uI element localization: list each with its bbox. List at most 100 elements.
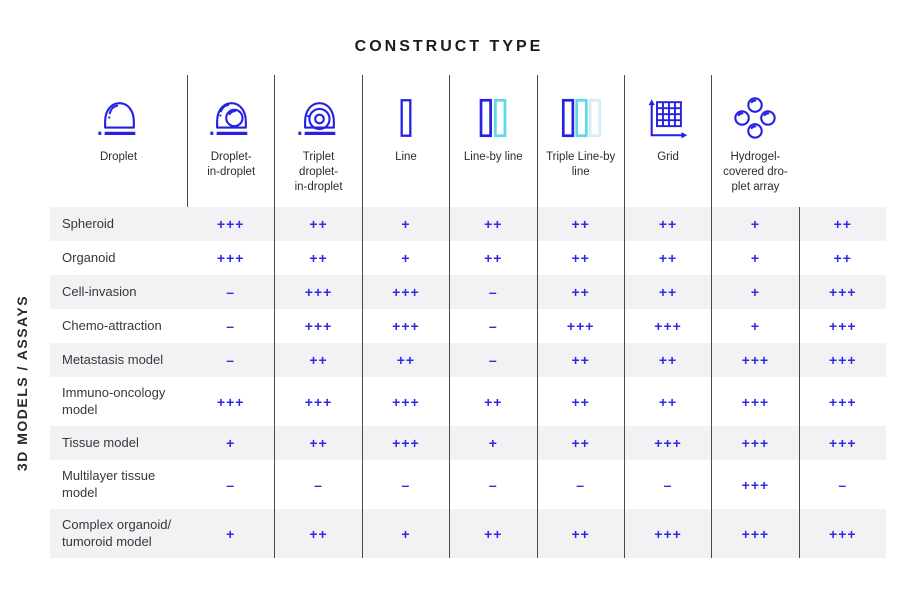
row-label: Cell-invasion bbox=[62, 283, 137, 299]
rating-cell: ++ bbox=[361, 343, 449, 377]
rating-cell: ++ bbox=[623, 343, 711, 377]
rating-cell: ++ bbox=[536, 241, 624, 275]
rating-cell: – bbox=[226, 284, 236, 300]
rating-cell: +++ bbox=[711, 343, 798, 377]
rating-cell: + bbox=[711, 207, 798, 241]
column-header: Hydrogel- covered dro- plet array bbox=[711, 75, 798, 207]
rating-cell: +++ bbox=[623, 309, 711, 343]
rating-cell: ++ bbox=[274, 509, 361, 558]
rating-cell: ++ bbox=[623, 241, 711, 275]
rating-cell: ++ bbox=[536, 509, 624, 558]
table-body: Spheroid +++ ++ + ++ ++ ++ + ++ Organoid +++ ++ + ++ +… bbox=[50, 207, 886, 558]
rating-cell: +++ bbox=[798, 343, 886, 377]
column-header: Line-by line bbox=[449, 75, 536, 207]
rating-cell: +++ bbox=[711, 426, 798, 460]
rating-cell: +++ bbox=[216, 393, 245, 410]
rating-cell: +++ bbox=[274, 309, 361, 343]
row-label: Immuno-oncology model bbox=[62, 384, 166, 417]
rating-cell: ++ bbox=[449, 377, 536, 426]
rating-cell: ++ bbox=[274, 426, 361, 460]
table-row: Chemo-attraction – +++ +++ – +++ +++ + +++ bbox=[50, 309, 886, 343]
rating-cell: +++ bbox=[274, 377, 361, 426]
rating-cell: – bbox=[449, 309, 536, 343]
rating-cell: + bbox=[711, 275, 798, 309]
rating-cell: – bbox=[536, 460, 624, 509]
column-label: Line-by line bbox=[463, 151, 523, 163]
hydrogel-covered-droplet-array-icon bbox=[732, 79, 778, 141]
rating-cell: – bbox=[449, 343, 536, 377]
rating-cell: ++ bbox=[274, 207, 361, 241]
rating-cell: +++ bbox=[798, 509, 886, 558]
column-label: Droplet bbox=[99, 151, 138, 163]
table-row: Metastasis model – ++ ++ – ++ ++ +++ +++ bbox=[50, 343, 886, 377]
rating-cell: +++ bbox=[274, 275, 361, 309]
rating-cell: ++ bbox=[274, 241, 361, 275]
rating-cell: ++ bbox=[798, 207, 886, 241]
row-label: Complex organoid/ tumoroid model bbox=[62, 516, 172, 549]
rating-cell: ++ bbox=[449, 509, 536, 558]
rating-cell: – bbox=[274, 460, 361, 509]
column-label: Droplet- in-droplet bbox=[207, 151, 256, 179]
rating-cell: + bbox=[361, 207, 449, 241]
column-label: Hydrogel- covered dro- plet array bbox=[723, 151, 788, 194]
construct-type-table: Droplet Droplet- in-droplet Triplet drople… bbox=[50, 75, 886, 558]
rating-cell: +++ bbox=[798, 309, 886, 343]
rating-cell: +++ bbox=[361, 426, 449, 460]
column-header: Droplet bbox=[50, 75, 187, 207]
rating-cell: +++ bbox=[536, 309, 624, 343]
rating-cell: +++ bbox=[361, 275, 449, 309]
rating-cell: ++ bbox=[536, 207, 624, 241]
rating-cell: – bbox=[449, 275, 536, 309]
table-row: Tissue model + ++ +++ + ++ +++ +++ +++ bbox=[50, 426, 886, 460]
rating-cell: +++ bbox=[798, 275, 886, 309]
rating-cell: + bbox=[711, 309, 798, 343]
rating-cell: +++ bbox=[711, 460, 798, 509]
rating-cell: +++ bbox=[361, 377, 449, 426]
rating-cell: – bbox=[449, 460, 536, 509]
row-label: Metastasis model bbox=[62, 351, 164, 367]
rating-cell: +++ bbox=[361, 309, 449, 343]
rating-cell: – bbox=[226, 352, 236, 368]
rating-cell: + bbox=[449, 426, 536, 460]
rating-cell: +++ bbox=[216, 250, 245, 266]
column-header: Grid bbox=[623, 75, 711, 207]
droplet-icon bbox=[96, 79, 142, 141]
table-row: Multilayer tissue model – – – – – – +++ – bbox=[50, 460, 886, 509]
rating-cell: – bbox=[798, 460, 886, 509]
rating-cell: +++ bbox=[216, 216, 245, 232]
rating-cell: – bbox=[361, 460, 449, 509]
rating-cell: – bbox=[226, 318, 236, 334]
page-title: CONSTRUCT TYPE bbox=[354, 38, 544, 55]
grid-icon bbox=[645, 79, 691, 141]
rating-cell: ++ bbox=[274, 343, 361, 377]
row-label: Organoid bbox=[62, 249, 116, 265]
rating-cell: +++ bbox=[711, 377, 798, 426]
column-header: Droplet- in-droplet bbox=[187, 75, 274, 207]
row-label: Tissue model bbox=[62, 434, 139, 450]
row-axis-label: 3D MODELS / ASSAYS bbox=[14, 294, 30, 472]
rating-cell: +++ bbox=[623, 509, 711, 558]
rating-cell: ++ bbox=[449, 241, 536, 275]
column-header: Line bbox=[361, 75, 449, 207]
table-row: Spheroid +++ ++ + ++ ++ ++ + ++ bbox=[50, 207, 886, 241]
rating-cell: ++ bbox=[623, 377, 711, 426]
header-row: Droplet Droplet- in-droplet Triplet drople… bbox=[50, 75, 886, 207]
table-row: Complex organoid/ tumoroid model + ++ + ++ ++… bbox=[50, 509, 886, 558]
rating-cell: +++ bbox=[798, 377, 886, 426]
rating-cell: ++ bbox=[623, 275, 711, 309]
rating-cell: + bbox=[361, 509, 449, 558]
line-icon bbox=[383, 79, 429, 141]
table-row: Immuno-oncology model +++ +++ +++ ++ ++ ++ +++ +… bbox=[50, 377, 886, 426]
column-header: Triple Line-by line bbox=[536, 75, 624, 207]
table-row: Cell-invasion – +++ +++ – ++ ++ + +++ bbox=[50, 275, 886, 309]
triple-line-by-line-icon bbox=[558, 79, 604, 141]
rating-cell: + bbox=[361, 241, 449, 275]
rating-cell: ++ bbox=[623, 207, 711, 241]
column-label: Triple Line-by line bbox=[546, 151, 616, 179]
rating-cell: – bbox=[226, 476, 236, 493]
column-label: Grid bbox=[657, 151, 679, 163]
rating-cell: – bbox=[623, 460, 711, 509]
table-row: Organoid +++ ++ + ++ ++ ++ + ++ bbox=[50, 241, 886, 275]
rating-cell: + bbox=[226, 435, 236, 451]
